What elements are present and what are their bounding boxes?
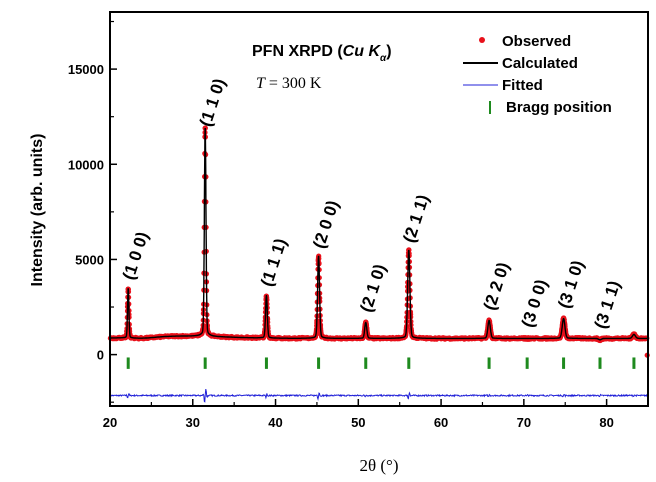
calculated-curve [110,127,648,341]
x-axis-title: 2θ (°) [359,456,398,475]
x-tick-label: 60 [434,415,448,430]
legend-observed-label: Observed [502,33,571,50]
x-tick-label: 40 [268,415,282,430]
y-axis: 0 5000 10000 15000 [68,20,117,403]
legend-bragg-label: Bragg position [506,99,612,116]
x-axis: 20 30 40 50 60 70 80 [103,399,649,430]
y-tick-label: 10000 [68,157,104,172]
x-tick-label: 30 [186,415,200,430]
difference-curve [109,389,648,403]
x-tick-label: 80 [599,415,613,430]
y-tick-label: 5000 [75,252,104,267]
legend-observed-marker [479,37,485,43]
legend-calculated-label: Calculated [502,55,578,72]
temperature-annotation: T = 300 K [256,75,322,92]
y-tick-label: 0 [97,348,104,363]
x-tick-label: 50 [351,415,365,430]
y-axis-title: Intensity (arb. units) [29,134,46,287]
chart-title: PFN XRPD (Cu Kα) [252,43,392,64]
x-tick-label: 20 [103,415,117,430]
x-tick-label: 70 [517,415,531,430]
legend: Observed Calculated Fitted Bragg positio… [463,33,612,116]
legend-fitted-label: Fitted [502,77,543,94]
plot-frame [109,11,649,407]
plot-area [107,125,650,403]
y-tick-label: 15000 [68,62,104,77]
